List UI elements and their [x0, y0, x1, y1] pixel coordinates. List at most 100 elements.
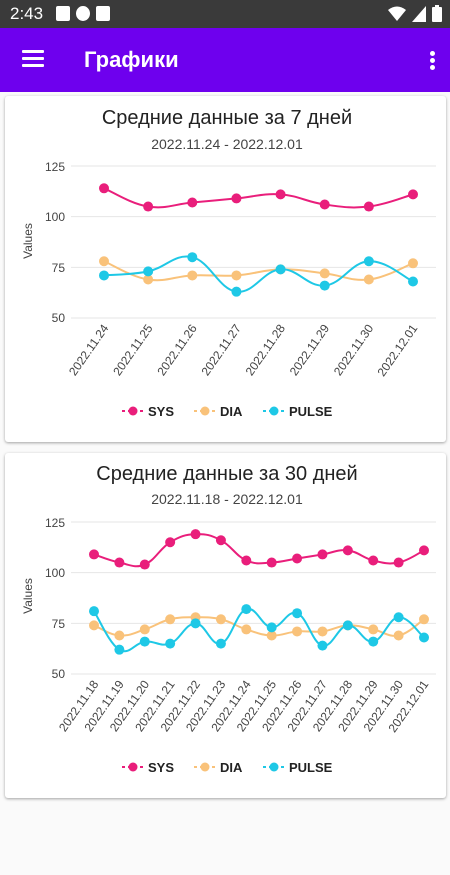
legend-pulse-marker — [269, 762, 279, 772]
chart-card-7-days: Средние данные за 7 дней 2022.11.24 - 20… — [5, 96, 446, 442]
data-point-dia — [139, 624, 150, 635]
data-point-pulse — [266, 622, 277, 633]
menu-button[interactable] — [10, 38, 54, 82]
data-point-dia — [408, 258, 418, 269]
status-bar: 2:43 — [0, 0, 450, 28]
data-point-sys — [231, 193, 242, 204]
data-point-dia — [165, 614, 176, 625]
data-point-pulse — [419, 632, 429, 643]
data-point-pulse — [319, 280, 330, 291]
x-tick-label: 2022.11.29 — [287, 321, 333, 378]
data-point-sys — [190, 529, 201, 540]
data-point-dia — [114, 630, 125, 641]
data-point-dia — [241, 624, 252, 635]
x-tick-label: 2022.11.27 — [198, 321, 244, 378]
wifi-icon — [388, 6, 406, 21]
data-point-dia — [187, 270, 198, 281]
legend: SYS DIA PULSE — [122, 404, 333, 419]
data-point-dia — [99, 256, 109, 267]
data-point-pulse — [275, 264, 286, 275]
data-point-sys — [165, 537, 176, 548]
legend-dia-marker — [200, 762, 210, 772]
y-tick-label: 75 — [52, 261, 66, 275]
series-line-pulse — [103, 255, 414, 293]
data-point-pulse — [408, 276, 418, 287]
y-tick-label: 125 — [45, 160, 65, 174]
battery-icon — [432, 5, 442, 22]
y-tick-label: 100 — [45, 210, 65, 224]
data-point-dia — [419, 614, 429, 625]
legend-dia-label: DIA — [220, 760, 243, 775]
data-point-dia — [215, 614, 226, 625]
chart-subtitle: 2022.11.18 - 2022.12.01 — [151, 491, 303, 507]
chart-subtitle: 2022.11.24 - 2022.12.01 — [151, 136, 303, 152]
y-tick-label: 75 — [52, 617, 66, 631]
data-point-dia — [319, 268, 330, 279]
data-point-sys — [319, 199, 330, 210]
data-point-dia — [292, 626, 303, 637]
data-point-pulse — [187, 252, 198, 263]
chart-title: Средние данные за 30 дней — [96, 463, 357, 485]
data-point-sys — [89, 549, 99, 560]
data-point-pulse — [368, 636, 379, 647]
data-point-sys — [215, 535, 226, 546]
legend-dia-marker — [200, 406, 210, 416]
data-point-pulse — [190, 618, 201, 629]
data-point-sys — [317, 549, 328, 560]
y-tick-label: 125 — [45, 516, 65, 530]
y-axis-label: Values — [21, 223, 35, 259]
status-time: 2:43 — [10, 4, 44, 23]
data-point-pulse — [99, 270, 109, 281]
data-point-pulse — [342, 620, 353, 631]
data-point-pulse — [393, 612, 404, 623]
x-tick-label: 2022.11.30 — [331, 321, 377, 378]
y-tick-label: 50 — [52, 667, 66, 681]
y-tick-label: 50 — [52, 311, 66, 325]
data-point-sys — [292, 553, 303, 564]
data-point-pulse — [139, 636, 150, 647]
data-point-pulse — [363, 256, 374, 267]
y-axis-label: Values — [21, 578, 35, 614]
chart-card-30-days: Средние данные за 30 дней 2022.11.18 - 2… — [5, 453, 446, 798]
data-point-pulse — [165, 638, 176, 649]
x-tick-label: 2022.11.26 — [154, 321, 200, 378]
y-tick-label: 100 — [45, 566, 65, 580]
x-tick-label: 2022.11.24 — [66, 321, 112, 378]
notification-app-icon — [76, 6, 90, 21]
data-point-pulse — [241, 604, 252, 615]
x-tick-label: 2022.11.28 — [243, 321, 289, 378]
data-point-sys — [241, 555, 252, 566]
legend-sys-marker — [128, 762, 138, 772]
data-point-dia — [231, 270, 242, 281]
data-point-sys — [139, 559, 150, 570]
legend-pulse-label: PULSE — [289, 404, 333, 419]
data-point-sys — [143, 201, 154, 212]
more-options-button[interactable] — [422, 42, 442, 78]
page-title: Графики — [84, 47, 179, 72]
legend: SYS DIA PULSE — [122, 760, 333, 775]
data-point-dia — [266, 630, 277, 641]
app-bar: Графики — [0, 28, 450, 92]
notification-icons — [56, 6, 110, 21]
data-point-dia — [393, 630, 404, 641]
x-tick-label: 2022.12.01 — [375, 321, 421, 378]
data-point-sys — [275, 189, 286, 200]
data-point-sys — [187, 197, 198, 208]
legend-pulse-label: PULSE — [289, 760, 333, 775]
data-point-sys — [419, 545, 429, 556]
data-point-sys — [266, 557, 277, 568]
data-point-pulse — [215, 638, 226, 649]
data-point-sys — [368, 555, 379, 566]
chart-title: Средние данные за 7 дней — [102, 107, 352, 129]
legend-dia-label: DIA — [220, 404, 243, 419]
data-point-dia — [89, 620, 99, 631]
legend-pulse-marker — [269, 406, 279, 416]
data-point-pulse — [292, 608, 303, 619]
sd-card-icon — [96, 6, 110, 21]
data-point-sys — [114, 557, 125, 568]
data-point-sys — [393, 557, 404, 568]
data-point-sys — [342, 545, 353, 556]
line-chart-7-days: Средние данные за 7 дней 2022.11.24 - 20… — [21, 107, 436, 419]
data-point-pulse — [317, 640, 328, 651]
data-point-pulse — [143, 266, 154, 277]
